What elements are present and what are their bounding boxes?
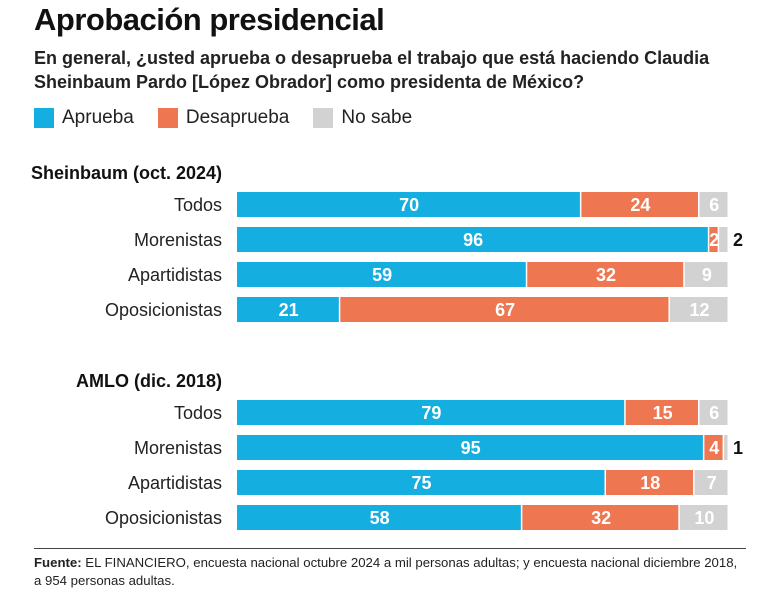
panel-title: AMLO (dic. 2018): [76, 371, 222, 391]
category-label: Todos: [174, 403, 222, 423]
panel-title: Sheinbaum (oct. 2024): [31, 163, 222, 183]
bar-no-sabe: [679, 505, 728, 530]
data-label-aprueba: 70: [399, 195, 419, 215]
source-text: EL FINANCIERO, encuesta nacional octubre…: [34, 555, 738, 588]
category-label: Oposicionistas: [105, 300, 222, 320]
data-label-aprueba: 75: [411, 473, 431, 493]
chart-subtitle: En general, ¿usted aprueba o desaprueba …: [34, 48, 710, 92]
data-label-desaprueba: 24: [630, 195, 650, 215]
bar-aprueba: [237, 227, 708, 252]
category-label: Apartidistas: [128, 265, 222, 285]
legend-swatch-desaprueba: [157, 108, 178, 128]
bar-desaprueba: [625, 400, 698, 425]
bar-desaprueba: [527, 262, 684, 287]
category-label: Apartidistas: [128, 473, 222, 493]
category-label: Oposicionistas: [105, 508, 222, 528]
data-label-desaprueba: 2: [709, 230, 719, 250]
category-label: Morenistas: [134, 230, 222, 250]
bar-aprueba: [237, 297, 339, 322]
legend-label-no-sabe: No sabe: [341, 107, 413, 128]
bar-aprueba: [237, 470, 605, 495]
bar-no-sabe: [699, 400, 728, 425]
legend-item-aprueba: Aprueba: [34, 107, 134, 129]
bar-no-sabe: [699, 192, 728, 217]
bar-desaprueba: [606, 470, 694, 495]
source-label: Fuente:: [34, 555, 82, 570]
data-label-desaprueba: 32: [596, 265, 616, 285]
legend-label-aprueba: Aprueba: [62, 107, 134, 128]
bar-no-sabe: [684, 262, 728, 287]
data-label-no-sabe: 1: [733, 438, 743, 458]
bar-desaprueba: [581, 192, 698, 217]
stacked-bar-charts: Sheinbaum (oct. 2024)Todos 70 24 6Morenista…: [31, 163, 743, 530]
bar-aprueba: [237, 435, 703, 460]
data-label-no-sabe: 2: [733, 230, 743, 250]
bar-aprueba: [237, 400, 625, 425]
source-note: Fuente: EL FINANCIERO, encuesta nacional…: [34, 554, 746, 590]
data-label-no-sabe: 6: [709, 403, 719, 423]
legend-label-desaprueba: Desaprueba: [185, 107, 290, 128]
data-label-desaprueba: 32: [591, 508, 611, 528]
bar-no-sabe: [694, 470, 728, 495]
data-label-desaprueba: 67: [495, 300, 515, 320]
bar-desaprueba: [709, 227, 718, 252]
legend-swatch-aprueba: [34, 108, 54, 128]
data-label-no-sabe: 10: [694, 508, 714, 528]
data-label-no-sabe: 6: [709, 195, 719, 215]
data-label-aprueba: 58: [370, 508, 390, 528]
category-label: Morenistas: [134, 438, 222, 458]
data-label-aprueba: 21: [279, 300, 299, 320]
bar-aprueba: [237, 192, 580, 217]
bar-no-sabe: [719, 227, 728, 252]
bar-no-sabe: [669, 297, 728, 322]
page-title: Aprobación presidencial: [34, 2, 385, 37]
legend-swatch-no-sabe: [313, 108, 334, 128]
bar-aprueba: [237, 262, 526, 287]
data-label-no-sabe: 9: [702, 265, 712, 285]
legend-item-desaprueba: Desaprueba: [157, 107, 290, 129]
data-label-aprueba: 96: [463, 230, 483, 250]
data-label-no-sabe: 12: [689, 300, 709, 320]
data-label-desaprueba: 18: [640, 473, 660, 493]
legend-item-no-sabe: No sabe: [313, 107, 412, 129]
bar-desaprueba: [704, 435, 723, 460]
bar-desaprueba: [522, 505, 679, 530]
legend: Aprueba Desaprueba No sabe: [34, 106, 436, 130]
data-label-aprueba: 95: [461, 438, 481, 458]
footer-divider: [34, 548, 746, 549]
bar-aprueba: [237, 505, 521, 530]
bar-no-sabe: [724, 435, 728, 460]
category-label: Todos: [174, 195, 222, 215]
data-label-desaprueba: 4: [709, 438, 719, 458]
data-label-no-sabe: 7: [707, 473, 717, 493]
data-label-aprueba: 59: [372, 265, 392, 285]
data-label-aprueba: 79: [421, 403, 441, 423]
bar-desaprueba: [340, 297, 669, 322]
data-label-desaprueba: 15: [653, 403, 673, 423]
